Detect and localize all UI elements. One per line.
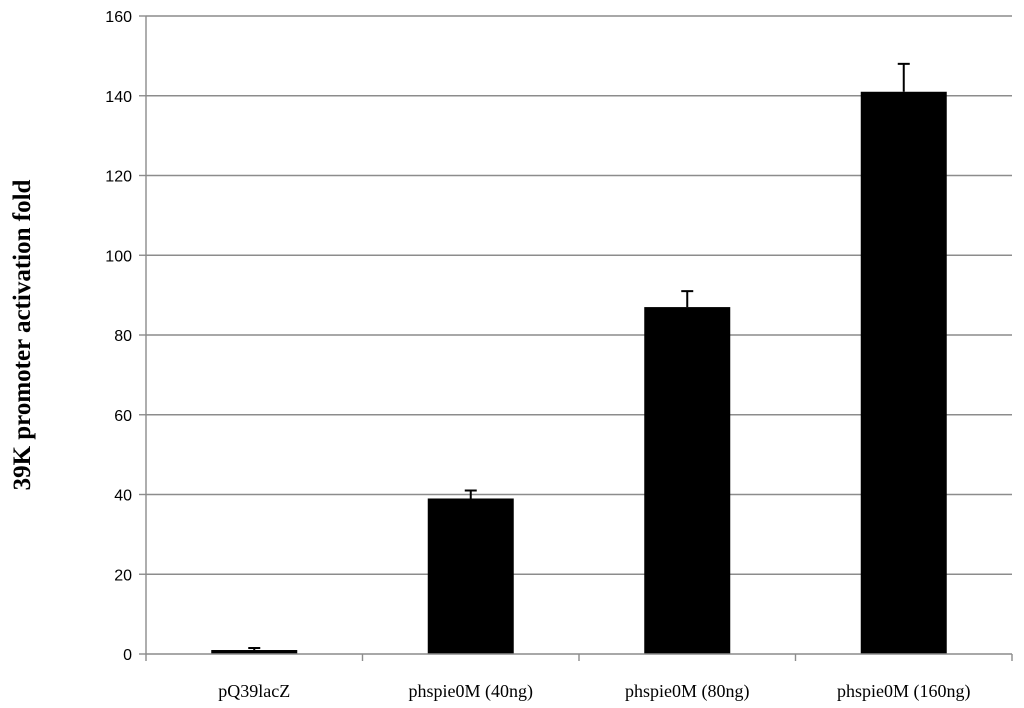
bars xyxy=(211,91,947,654)
bar xyxy=(427,498,514,654)
x-category-labels: pQ39lacZ phspie0M (40ng) phspie0M (80ng) ph… xyxy=(218,681,970,702)
x-category-label: phspie0M (160ng) xyxy=(837,681,971,702)
bar xyxy=(211,650,298,654)
bar xyxy=(644,307,731,654)
y-tick-label: 60 xyxy=(114,408,132,425)
x-category-label: phspie0M (80ng) xyxy=(625,681,750,702)
y-tick-label: 120 xyxy=(105,169,132,186)
y-tick-label: 140 xyxy=(105,89,132,106)
y-tick-label: 20 xyxy=(114,567,132,584)
bar xyxy=(860,91,947,654)
y-tick-labels: 0 20 40 60 80 100 120 140 160 xyxy=(105,9,132,664)
y-tick-label: 40 xyxy=(114,488,132,505)
y-tick-label: 80 xyxy=(114,328,132,345)
y-tick-label: 100 xyxy=(105,248,132,265)
y-tick-label: 160 xyxy=(105,9,132,26)
error-bars xyxy=(248,62,910,651)
y-axis-title: 39K promoter activation fold xyxy=(9,179,36,490)
axes xyxy=(139,15,1013,661)
x-category-label: pQ39lacZ xyxy=(218,681,290,701)
gridlines xyxy=(146,15,1012,575)
x-category-label: phspie0M (40ng) xyxy=(409,681,534,702)
y-tick-label: 0 xyxy=(123,647,132,664)
